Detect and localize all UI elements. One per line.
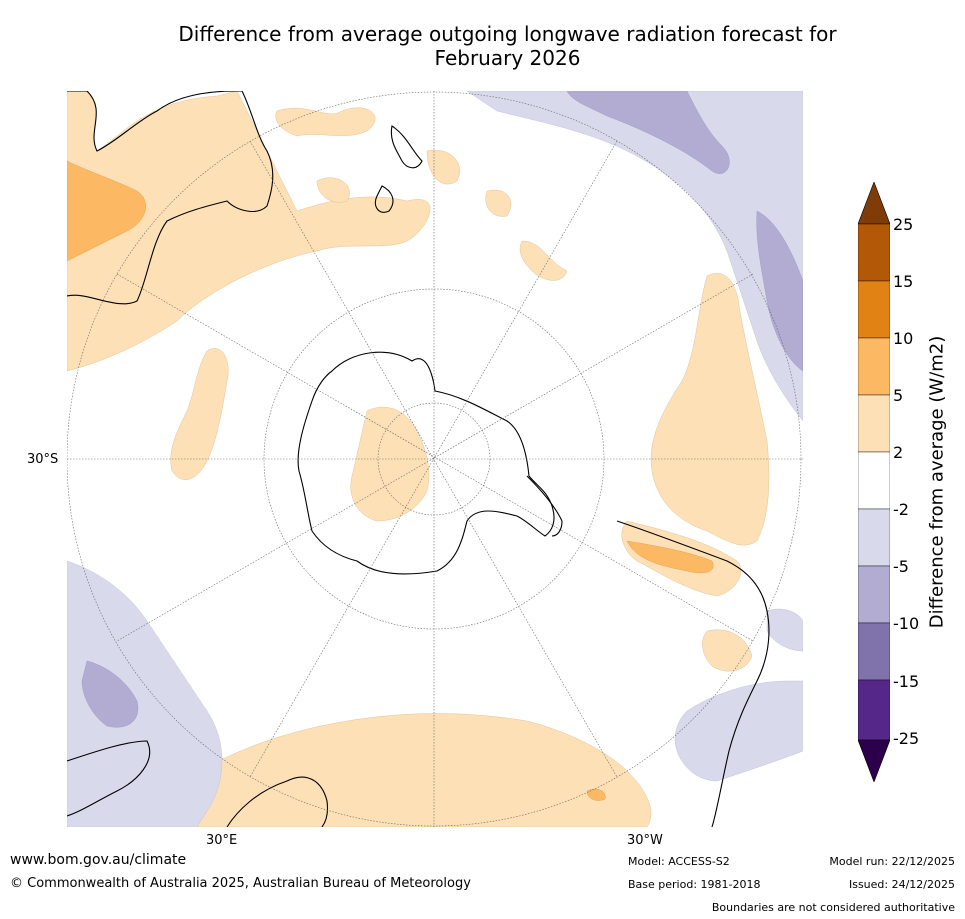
antarctic-peninsula [526,475,563,537]
colorbar-tick-neg2: -2 [893,500,909,519]
new-zealand-coastline [374,125,423,213]
anomaly-fill-2-5 [67,91,803,827]
colorbar-label: Difference from average (W/m2) [926,335,948,629]
antarctica-coastline [297,351,555,575]
footer-url[interactable]: www.bom.gov.au/climate [10,852,187,868]
colorbar-swatch-0 [858,182,890,225]
colorbar-tick-5: 5 [893,386,904,405]
polar-map [67,91,803,827]
colorbar-tick-neg15: -15 [893,672,920,691]
footer-model: Model: ACCESS-S2 [628,855,730,868]
colorbar-tick-neg5: -5 [893,557,909,576]
anomaly-fill-neg5-10 [81,91,803,728]
colorbar-swatch-5 [858,451,890,510]
footer-model-run: Model run: 22/12/2025 [829,855,955,868]
colorbar-tick-neg25: -25 [893,729,920,748]
footer-copyright: © Commonwealth of Australia 2025, Austra… [10,876,471,891]
chart-title: Difference from average outgoing longwav… [0,22,965,70]
colorbar-swatch-3 [858,337,890,396]
colorbar-tick-neg10: -10 [893,614,920,633]
australia-coastline [67,91,274,305]
colorbar-tick-2: 2 [893,443,904,462]
colorbar [858,182,890,782]
colorbar-swatch-10 [858,739,890,782]
colorbar-tick-15: 15 [893,272,914,291]
footer-disclaimer: Boundaries are not considered authoritat… [711,901,955,914]
graticule [67,91,803,827]
anomaly-fill-5-10 [67,91,803,801]
colorbar-tick-10: 10 [893,329,914,348]
colorbar-swatch-2 [858,280,890,339]
colorbar-swatch-6 [858,508,890,567]
africa-coastline [67,740,329,827]
colorbar-swatch-1 [858,223,890,282]
lon-label-30w: 30°W [627,833,663,848]
lon-label-30e: 30°E [206,833,238,848]
colorbar-swatch-4 [858,394,890,453]
title-line-1: Difference from average outgoing longwav… [178,22,837,46]
south-america-coastline [616,520,770,827]
title-line-2: February 2026 [434,46,581,70]
colorbar-swatch-9 [858,679,890,741]
colorbar-tick-25: 25 [893,215,914,234]
colorbar-swatch-8 [858,622,890,681]
footer-issued: Issued: 24/12/2025 [848,878,955,891]
colorbar-swatch-7 [858,565,890,624]
footer-base-period: Base period: 1981-2018 [628,878,761,891]
lat-label-30s: 30°S [27,452,59,467]
